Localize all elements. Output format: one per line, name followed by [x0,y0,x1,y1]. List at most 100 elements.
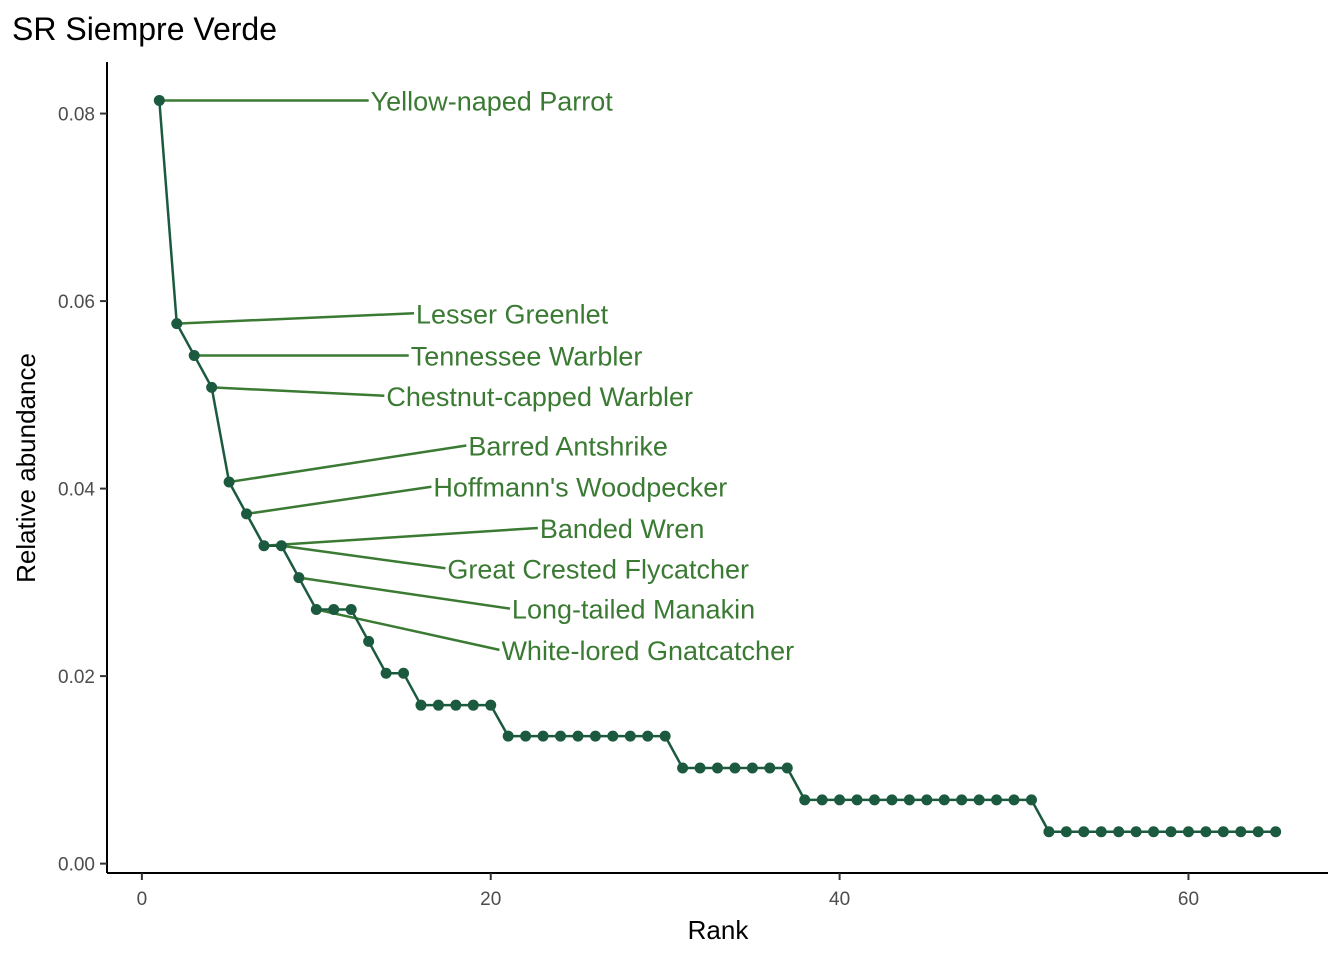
data-point [572,730,584,742]
annotation-leader-line [263,526,538,548]
data-point [398,667,410,679]
data-point [380,667,392,679]
data-point [1130,826,1142,838]
data-point [502,730,514,742]
data-point [1182,826,1194,838]
data-point [1025,794,1037,806]
annotation-label: Hoffmann's Woodpecker [433,473,727,503]
data-point [642,730,654,742]
data-point [781,762,793,774]
y-tick-label: 0.02 [58,667,95,688]
data-point [816,794,828,806]
data-point [415,699,427,711]
y-axis-title: Relative abundance [11,353,41,583]
data-point [275,540,287,552]
y-tick-label: 0.08 [58,105,95,126]
annotation-leader-line [246,485,432,516]
data-point [432,699,444,711]
data-point [188,349,200,361]
data-point [328,604,340,616]
annotation-leader-line [228,444,467,484]
data-point [223,476,235,488]
data-point [485,699,497,711]
annotation-label: White-lored Gnatcatcher [501,636,794,666]
data-point [868,794,880,806]
data-point [973,794,985,806]
data-point [834,794,846,806]
y-tick-label: 0.04 [58,480,95,501]
annotation-label: Long-tailed Manakin [512,595,755,625]
data-point [345,604,357,616]
data-point [241,508,253,520]
data-point [293,572,305,584]
chart-title: SR Siempre Verde [12,11,277,47]
data-point [555,730,567,742]
data-point [589,730,601,742]
data-point [851,794,863,806]
data-point [991,794,1003,806]
data-point [1095,826,1107,838]
annotation-labels: Yellow-naped Parrot Lesser Greenlet Tennes… [371,86,794,665]
data-point [363,635,375,647]
data-point [1235,826,1247,838]
data-point [938,794,950,806]
x-tick-label: 60 [1178,889,1199,910]
annotation-label: Great Crested Flycatcher [447,554,749,584]
data-point [886,794,898,806]
data-point [607,730,619,742]
annotation-leader-line [298,576,511,610]
annotation-label: Lesser Greenlet [416,299,609,329]
annotation-label: Banded Wren [540,514,705,544]
annotation-leader-line [176,312,415,325]
data-point [153,94,165,106]
data-point [764,762,776,774]
data-point [537,730,549,742]
data-point [956,794,968,806]
y-tick-label: 0.06 [58,292,95,313]
annotation-label: Barred Antshrike [468,431,668,461]
data-point [799,794,811,806]
data-point [677,762,689,774]
data-point [746,762,758,774]
data-point [1078,826,1090,838]
data-point [1217,826,1229,838]
x-axis-title: Rank [688,915,750,945]
data-point [1252,826,1264,838]
annotation-leader-lines [159,99,538,652]
annotation-leader-line [281,544,446,570]
data-point [729,762,741,774]
annotation-label: Chestnut-capped Warbler [386,382,693,412]
data-point [903,794,915,806]
data-point [694,762,706,774]
data-point [659,730,671,742]
data-point [1060,826,1072,838]
data-point [921,794,933,806]
x-tick-label: 0 [137,889,148,910]
annotation-leader-line [316,608,500,652]
data-point [712,762,723,774]
annotation-label: Yellow-naped Parrot [371,86,614,116]
data-point [310,604,322,616]
data-point [1113,826,1125,838]
data-point [258,540,270,552]
data-point [206,381,218,393]
data-point [1043,826,1055,838]
data-point [171,318,183,330]
data-point [624,730,636,742]
data-point [1200,826,1212,838]
data-point [1008,794,1020,806]
series-abundance [153,94,1282,838]
data-point [450,699,462,711]
data-point [1270,826,1282,838]
annotation-leader-line [211,386,385,398]
data-point [1165,826,1177,838]
y-tick-label: 0.00 [58,855,95,876]
data-point [467,699,479,711]
x-axis-ticks: 0 20 40 60 [137,873,1199,910]
data-point [520,730,532,742]
annotation-label: Tennessee Warbler [411,341,643,371]
y-axis-ticks: 0.00 0.02 0.04 0.06 0.08 [58,105,107,876]
x-tick-label: 20 [480,889,501,910]
x-tick-label: 40 [829,889,850,910]
